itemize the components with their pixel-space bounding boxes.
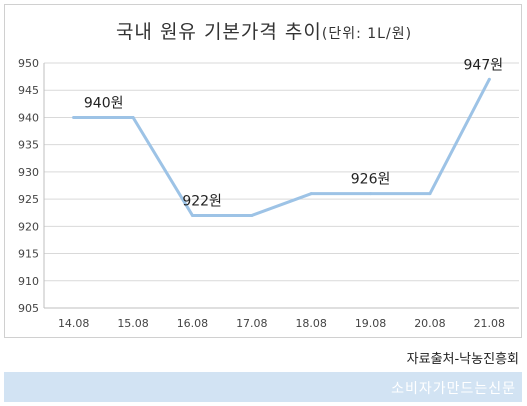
footer-brand: 소비자가만드는신문 (391, 381, 516, 397)
data-point (250, 213, 254, 217)
data-point (369, 192, 373, 196)
x-tick-label: 14.08 (58, 317, 90, 330)
data-point (428, 192, 432, 196)
footer-bar: 소비자가만드는신문 (4, 372, 522, 402)
chart-frame: 905 910 915 920 925 930 935 940 945 950 14.08 15.08… (4, 4, 522, 338)
y-tick-label: 905 (18, 302, 39, 315)
data-label: 926원 (351, 172, 391, 188)
y-tick-label: 945 (18, 84, 39, 97)
x-tick-label: 20.08 (414, 317, 446, 330)
y-tick-label: 925 (18, 193, 39, 206)
chart-title: 국내 원유 기본가격 추이(단위: 1L/원) (5, 17, 523, 44)
line-chart: 905 910 915 920 925 930 935 940 945 950 14.08 15.08… (18, 57, 519, 330)
source-note: 자료출처-낙농진흥회 (406, 352, 519, 367)
data-point (131, 115, 135, 119)
x-tick-label: 15.08 (117, 317, 149, 330)
y-tick-label: 940 (18, 111, 39, 124)
y-tick-label: 920 (18, 220, 39, 233)
chart-title-main: 국내 원유 기본가격 추이 (115, 21, 322, 43)
x-tick-label: 18.08 (295, 317, 327, 330)
y-tick-label: 950 (18, 57, 39, 70)
data-point (190, 213, 194, 217)
x-tick-label: 16.08 (177, 317, 209, 330)
data-label: 947원 (464, 57, 504, 73)
x-tick-label: 19.08 (355, 317, 387, 330)
y-tick-label: 935 (18, 139, 39, 152)
data-label: 922원 (182, 193, 222, 209)
data-point (72, 115, 76, 119)
data-point (487, 77, 491, 81)
chart-title-unit: (단위: 1L/원) (321, 26, 413, 42)
data-point (309, 192, 313, 196)
y-tick-label: 915 (18, 248, 39, 261)
data-label: 940원 (84, 95, 124, 111)
y-tick-label: 930 (18, 166, 39, 179)
x-tick-label: 21.08 (474, 317, 506, 330)
y-tick-label: 910 (18, 275, 39, 288)
series-line (72, 77, 491, 217)
x-tick-label: 17.08 (236, 317, 268, 330)
